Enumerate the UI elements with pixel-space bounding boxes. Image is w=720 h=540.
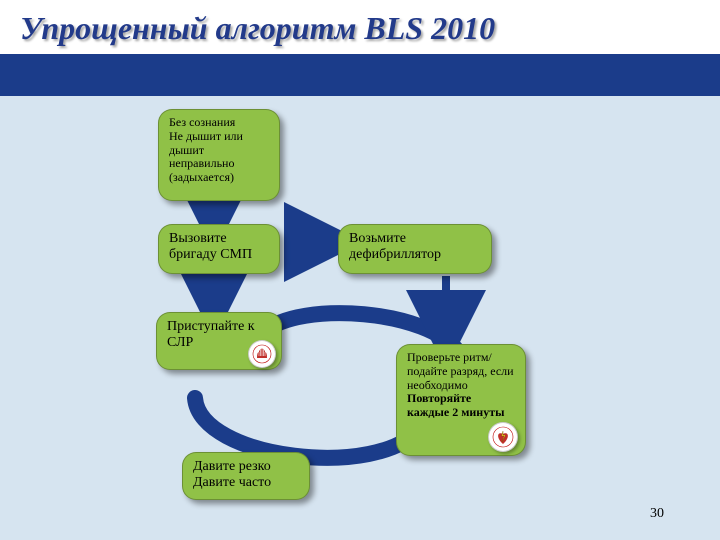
- node-push-hard: Давите резкоДавите часто: [182, 452, 310, 500]
- slide: Упрощенный алгоритм BLS 2010 Без сознани…: [0, 0, 720, 540]
- page-number: 30: [650, 506, 664, 522]
- shock-heart-icon: [488, 422, 518, 452]
- hands-icon: [248, 340, 276, 368]
- node-call-ems: Вызовите бригаду СМП: [158, 224, 280, 274]
- node-unconscious: Без сознанияНе дышит или дышит неправиль…: [158, 109, 280, 201]
- node-get-aed: Возьмите дефибриллятор: [338, 224, 492, 274]
